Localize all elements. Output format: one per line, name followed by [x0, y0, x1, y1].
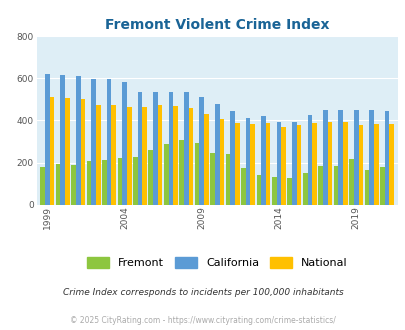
Bar — [338, 110, 342, 205]
Bar — [219, 119, 224, 205]
Bar — [353, 110, 358, 205]
Bar — [379, 167, 384, 205]
Bar — [307, 115, 311, 205]
Bar — [342, 121, 347, 205]
Bar — [158, 105, 162, 205]
Bar — [265, 122, 270, 205]
Bar — [133, 157, 137, 205]
Bar — [214, 104, 219, 205]
Bar — [373, 124, 377, 205]
Bar — [245, 118, 250, 205]
Bar — [369, 110, 373, 205]
Bar — [311, 122, 316, 205]
Bar — [358, 125, 362, 205]
Bar — [291, 121, 296, 205]
Bar — [173, 106, 177, 205]
Bar — [71, 165, 76, 205]
Text: © 2025 CityRating.com - https://www.cityrating.com/crime-statistics/: © 2025 CityRating.com - https://www.city… — [70, 315, 335, 325]
Bar — [148, 150, 153, 205]
Bar — [271, 177, 276, 205]
Bar — [137, 92, 142, 205]
Bar — [388, 124, 393, 205]
Title: Fremont Violent Crime Index: Fremont Violent Crime Index — [105, 18, 328, 32]
Bar — [45, 74, 49, 205]
Bar — [302, 173, 307, 205]
Bar — [348, 159, 353, 205]
Bar — [168, 92, 173, 205]
Bar — [76, 76, 80, 205]
Bar — [318, 166, 322, 205]
Bar — [40, 167, 45, 205]
Bar — [384, 111, 388, 205]
Bar — [234, 122, 239, 205]
Bar — [80, 99, 85, 205]
Bar — [287, 178, 291, 205]
Bar — [276, 121, 281, 205]
Bar — [56, 164, 60, 205]
Bar — [256, 175, 260, 205]
Bar — [188, 108, 193, 205]
Bar — [153, 92, 158, 205]
Bar — [296, 125, 301, 205]
Bar — [117, 158, 122, 205]
Bar — [225, 154, 230, 205]
Bar — [49, 97, 54, 205]
Bar — [260, 116, 265, 205]
Bar — [126, 107, 131, 205]
Text: Crime Index corresponds to incidents per 100,000 inhabitants: Crime Index corresponds to incidents per… — [62, 287, 343, 297]
Bar — [281, 127, 285, 205]
Bar — [327, 121, 331, 205]
Bar — [199, 97, 204, 205]
Bar — [194, 143, 199, 205]
Bar — [164, 144, 168, 205]
Bar — [142, 107, 147, 205]
Bar — [91, 80, 96, 205]
Bar — [183, 92, 188, 205]
Bar — [241, 168, 245, 205]
Bar — [96, 105, 100, 205]
Bar — [60, 75, 65, 205]
Bar — [204, 114, 208, 205]
Bar — [322, 110, 327, 205]
Bar — [102, 160, 107, 205]
Bar — [111, 105, 116, 205]
Legend: Fremont, California, National: Fremont, California, National — [86, 257, 347, 268]
Bar — [65, 98, 70, 205]
Bar — [230, 111, 234, 205]
Bar — [107, 80, 111, 205]
Bar — [250, 124, 254, 205]
Bar — [333, 166, 338, 205]
Bar — [179, 141, 183, 205]
Bar — [210, 153, 214, 205]
Bar — [364, 170, 369, 205]
Bar — [122, 82, 126, 205]
Bar — [87, 161, 91, 205]
